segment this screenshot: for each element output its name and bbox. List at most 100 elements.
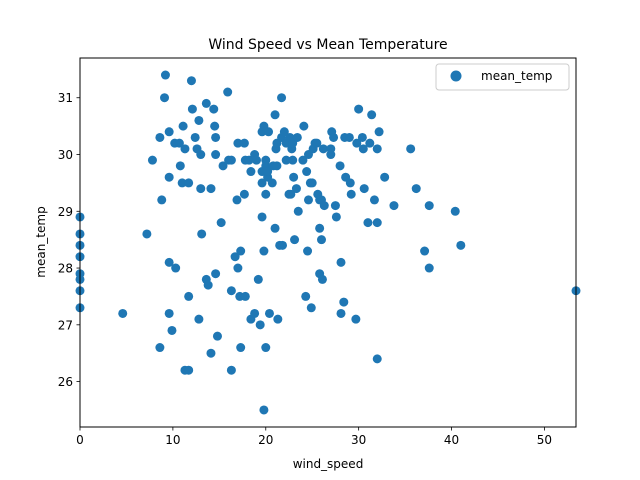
data-point (240, 291, 250, 301)
axes-frame (79, 57, 577, 428)
data-point (299, 121, 309, 131)
data-point (201, 98, 211, 108)
data-point (363, 218, 373, 228)
data-point (406, 144, 416, 154)
data-point (167, 325, 177, 335)
data-point (263, 167, 273, 177)
data-point (365, 138, 375, 148)
y-axis-ticks: 26 27 28 29 30 31 (58, 91, 80, 389)
data-point (261, 343, 271, 353)
data-point (336, 308, 346, 318)
data-point (319, 201, 329, 211)
data-point (372, 144, 382, 154)
data-point (389, 201, 399, 211)
data-point (209, 104, 219, 114)
data-point (286, 189, 296, 199)
data-point (236, 246, 246, 256)
data-point (345, 178, 355, 188)
data-point (318, 144, 328, 154)
data-point (329, 132, 339, 142)
x-axis-label: wind_speed (293, 457, 364, 471)
data-point (450, 206, 460, 216)
data-point (326, 144, 336, 154)
data-point (335, 161, 345, 171)
data-point (277, 93, 287, 103)
data-point (226, 365, 236, 375)
data-point (336, 257, 346, 267)
data-point (155, 343, 165, 353)
data-point (232, 195, 242, 205)
data-point (251, 155, 261, 165)
data-point (303, 195, 313, 205)
data-point (210, 121, 220, 131)
data-point (272, 161, 282, 171)
data-point (230, 252, 240, 262)
data-point (142, 229, 152, 239)
y-tick-label: 28 (58, 262, 73, 276)
data-point (293, 206, 303, 216)
data-point (367, 110, 377, 120)
y-tick-label: 31 (58, 91, 73, 105)
data-point (456, 240, 466, 250)
data-point (184, 365, 194, 375)
data-point (330, 201, 340, 211)
data-point (160, 93, 170, 103)
data-point (147, 155, 157, 165)
data-point (223, 87, 233, 97)
data-point (196, 150, 206, 160)
data-point (206, 348, 216, 358)
x-tick-label: 40 (444, 433, 459, 447)
data-point (339, 297, 349, 307)
data-point (177, 178, 187, 188)
data-point (253, 274, 263, 284)
data-point (281, 155, 291, 165)
data-point (267, 178, 277, 188)
legend-box (435, 63, 570, 91)
data-point (186, 76, 196, 86)
data-point (194, 115, 204, 125)
data-point (291, 184, 301, 194)
data-point (233, 138, 243, 148)
data-point (306, 303, 316, 313)
data-point (226, 155, 236, 165)
data-point (354, 104, 364, 114)
data-point (307, 178, 317, 188)
data-point (351, 314, 361, 324)
data-point (211, 150, 221, 160)
plot-area (75, 57, 581, 428)
data-point (236, 343, 246, 353)
data-point (211, 269, 221, 279)
data-point (264, 127, 274, 137)
data-point (180, 144, 190, 154)
data-point (164, 127, 174, 137)
data-point (206, 184, 216, 194)
data-point (184, 178, 194, 188)
data-point (155, 132, 165, 142)
data-point (270, 223, 280, 233)
data-point (190, 132, 200, 142)
y-tick-label: 30 (58, 148, 73, 162)
data-point (259, 246, 269, 256)
data-point (270, 110, 280, 120)
data-point (194, 314, 204, 324)
data-point (178, 121, 188, 131)
data-point (289, 172, 299, 182)
x-tick-label: 0 (76, 433, 84, 447)
data-point (164, 257, 174, 267)
data-point (264, 308, 274, 318)
data-point (250, 308, 260, 318)
data-point (246, 167, 256, 177)
data-point (372, 218, 382, 228)
data-point (239, 138, 249, 148)
data-point (298, 155, 308, 165)
data-point (303, 246, 313, 256)
data-point (164, 172, 174, 182)
data-point (216, 218, 226, 228)
data-point (171, 263, 181, 273)
data-point (257, 178, 267, 188)
data-point (160, 70, 170, 80)
data-point (411, 184, 421, 194)
data-point (273, 314, 283, 324)
data-point (157, 195, 167, 205)
